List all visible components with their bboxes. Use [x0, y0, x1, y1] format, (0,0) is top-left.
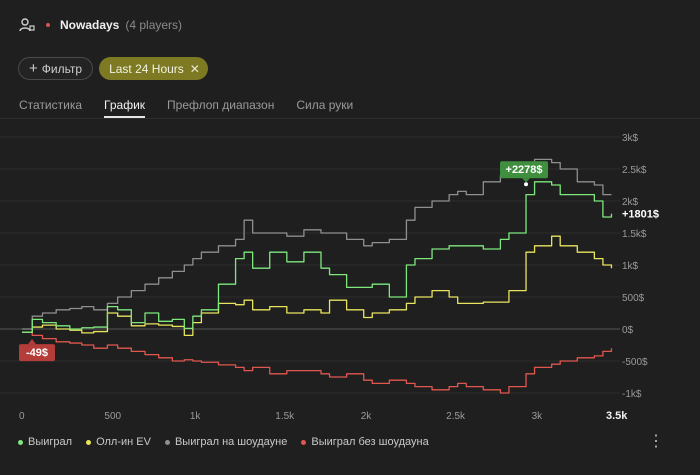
x-tick-label: 3k	[532, 411, 544, 422]
tabs-divider	[0, 118, 700, 119]
x-tick-label: 0	[19, 411, 25, 422]
legend-nonshowdown[interactable]: Выиграл без шоудауна	[301, 436, 429, 448]
x-tick-label: 2k	[361, 411, 373, 422]
y-tick-label: 1.5k$	[622, 229, 647, 240]
close-icon[interactable]: ✕	[189, 61, 200, 76]
min-label: -49$	[26, 347, 48, 359]
filters-bar: + Фильтр Last 24 Hours ✕	[18, 57, 208, 80]
y-tick-label: 2.5k$	[622, 165, 647, 176]
more-options-icon[interactable]: ⋮	[648, 433, 664, 450]
series-line-allin	[22, 235, 613, 337]
tab-preflop-range[interactable]: Префлоп диапазон	[167, 98, 275, 112]
legend-showdown[interactable]: Выиграл на шоудауне	[164, 436, 287, 448]
y-tick-label: 2k$	[622, 197, 639, 208]
legend-allin-ev[interactable]: Олл-ин EV	[86, 436, 151, 448]
status-dot	[46, 23, 50, 27]
filter-label: Фильтр	[41, 61, 83, 76]
tabs: Статистика График Префлоп диапазон Сила …	[19, 98, 375, 118]
min-label-pointer	[28, 339, 36, 345]
series-line-showdown	[22, 158, 612, 330]
legend-won[interactable]: Выиграл	[18, 436, 72, 448]
y-tick-label: 500$	[622, 293, 645, 304]
tab-graph[interactable]: График	[104, 98, 146, 118]
tab-statistics[interactable]: Статистика	[19, 98, 83, 112]
table-title: Nowadays	[60, 18, 120, 32]
x-tick-label: 500	[104, 411, 121, 422]
y-tick-label: 3k$	[622, 133, 639, 144]
user-settings-icon[interactable]	[18, 16, 36, 34]
time-range-label: Last 24 Hours	[109, 61, 184, 76]
y-tick-label: -500$	[622, 357, 648, 368]
series-line-nonshowdown	[22, 331, 613, 394]
y-tick-label: 1k$	[622, 261, 639, 272]
x-tick-label: 1k	[190, 411, 202, 422]
y-tick-label: -1k$	[622, 389, 642, 400]
max-point	[524, 182, 529, 187]
profit-chart: 3k$ 2.5k$ 2k$ 1.5k$ 1k$ 500$ 0$ -500$ -1k$ 0 500 1k…	[0, 133, 659, 422]
end-value-label: +1801$	[622, 209, 659, 221]
tab-hand-strength[interactable]: Сила руки	[296, 98, 354, 112]
y-tick-label: 0$	[622, 325, 634, 336]
max-label-pointer	[522, 178, 531, 183]
chart-legend: Выиграл Олл-ин EV Выиграл на шоудауне Вы…	[18, 436, 429, 448]
header: Nowadays (4 players)	[18, 14, 182, 36]
max-label: +2278$	[506, 164, 543, 176]
max-label-bg	[500, 161, 549, 179]
time-range-chip[interactable]: Last 24 Hours ✕	[99, 57, 208, 80]
min-label-bg	[19, 344, 55, 362]
players-count: (4 players)	[125, 18, 183, 32]
x-tick-label: 3.5k	[606, 410, 628, 422]
series-line-won	[22, 181, 613, 333]
plus-icon: +	[29, 60, 38, 77]
x-tick-label: 1.5k	[275, 411, 295, 422]
add-filter-button[interactable]: + Фильтр	[18, 57, 94, 80]
x-tick-label: 2.5k	[446, 411, 466, 422]
